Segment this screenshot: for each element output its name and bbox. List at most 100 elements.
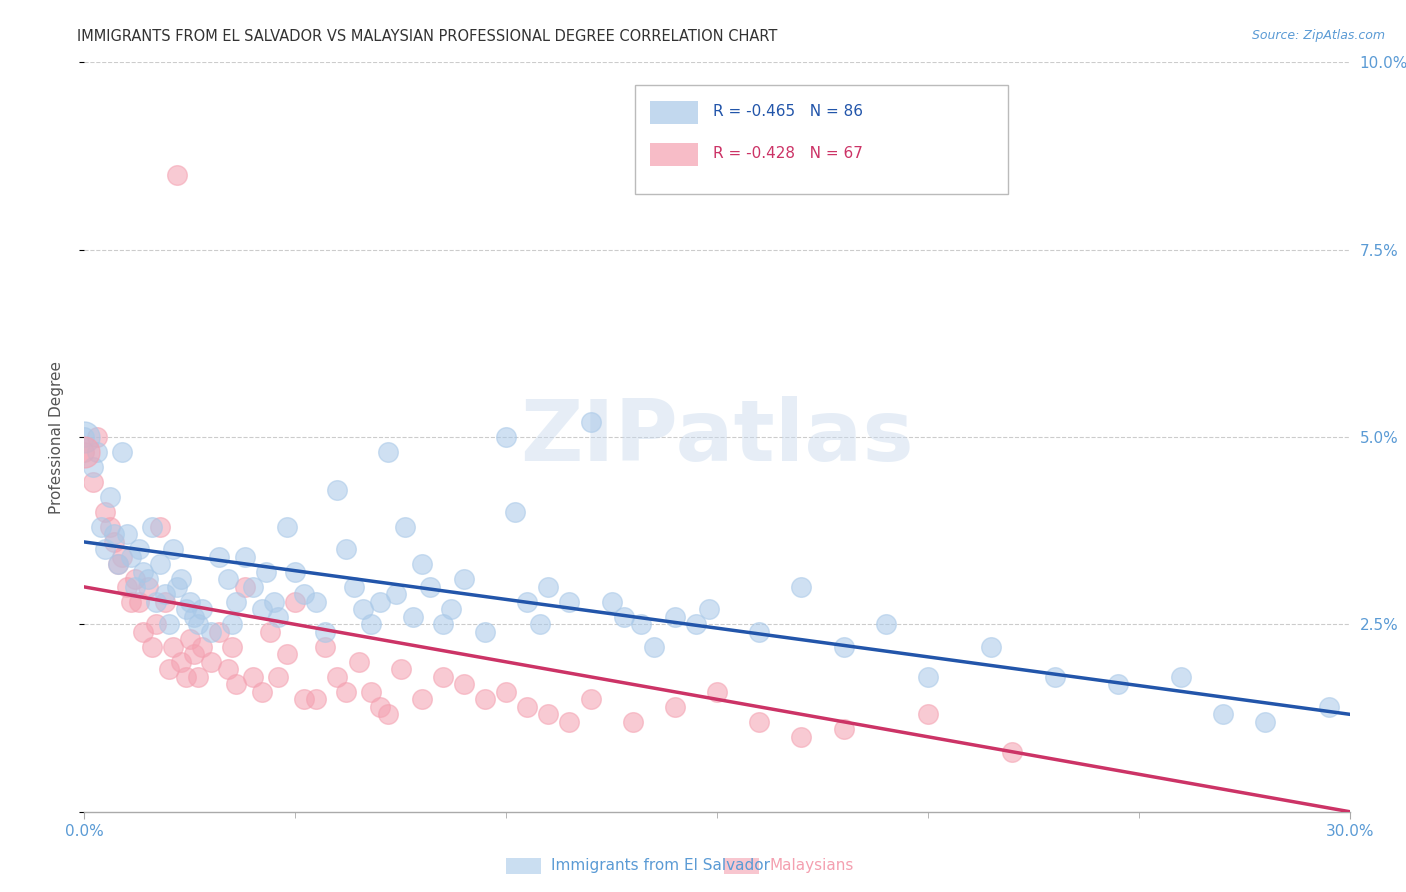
Point [242, 580, 264, 594]
Point [402, 610, 425, 624]
Point [136, 573, 159, 587]
Point [128, 542, 150, 557]
Point [124, 573, 146, 587]
Point [225, 595, 247, 609]
Point [162, 640, 184, 654]
Point [352, 602, 374, 616]
Point [516, 595, 538, 609]
Point [191, 602, 214, 616]
Point [174, 670, 197, 684]
Point [233, 549, 256, 564]
Point [221, 640, 243, 654]
Point [326, 670, 349, 684]
Point [790, 730, 813, 744]
Point [440, 602, 463, 616]
Point [600, 595, 623, 609]
Point [558, 595, 581, 609]
Point [432, 617, 454, 632]
Point [579, 692, 602, 706]
Point [1212, 707, 1234, 722]
Point [305, 595, 328, 609]
Point [643, 640, 665, 654]
Point [183, 648, 205, 662]
Point [217, 573, 239, 587]
Point [221, 617, 243, 632]
Point [82, 460, 104, 475]
Point [503, 505, 526, 519]
Point [157, 617, 180, 632]
Point [305, 692, 328, 706]
Point [170, 655, 193, 669]
Point [157, 662, 180, 676]
Point [217, 662, 239, 676]
Point [377, 445, 399, 459]
Point [1001, 745, 1024, 759]
Point [832, 640, 855, 654]
Point [149, 520, 172, 534]
Point [474, 692, 496, 706]
Point [250, 602, 273, 616]
Point [832, 723, 855, 737]
Point [621, 714, 644, 729]
Point [120, 549, 142, 564]
Point [267, 610, 290, 624]
Point [1317, 699, 1340, 714]
Point [314, 624, 336, 639]
Point [86, 445, 108, 459]
Point [259, 624, 281, 639]
FancyBboxPatch shape [636, 85, 1008, 194]
Point [335, 685, 357, 699]
Point [82, 475, 104, 489]
Text: IMMIGRANTS FROM EL SALVADOR VS MALAYSIAN PROFESSIONAL DEGREE CORRELATION CHART: IMMIGRANTS FROM EL SALVADOR VS MALAYSIAN… [77, 29, 778, 44]
Point [314, 640, 336, 654]
Point [174, 602, 197, 616]
Point [292, 692, 315, 706]
Point [748, 624, 770, 639]
Point [233, 580, 256, 594]
Point [98, 520, 121, 534]
Point [200, 655, 222, 669]
Point [141, 640, 163, 654]
Point [115, 527, 138, 541]
Point [748, 714, 770, 729]
Point [145, 617, 167, 632]
Point [453, 677, 475, 691]
Point [166, 580, 188, 594]
Point [529, 617, 551, 632]
Point [347, 655, 370, 669]
Point [292, 587, 315, 601]
Point [537, 707, 560, 722]
Point [153, 587, 176, 601]
Point [208, 549, 231, 564]
Point [419, 580, 441, 594]
Point [335, 542, 357, 557]
Point [200, 624, 222, 639]
Point [132, 624, 155, 639]
Point [284, 565, 307, 579]
Point [254, 565, 277, 579]
Point [432, 670, 454, 684]
Point [225, 677, 247, 691]
Point [343, 580, 366, 594]
Point [1043, 670, 1066, 684]
Point [917, 707, 939, 722]
Point [115, 580, 138, 594]
Point [73, 445, 96, 459]
Point [107, 558, 129, 572]
Point [103, 527, 125, 541]
Point [613, 610, 636, 624]
Y-axis label: Professional Degree: Professional Degree [49, 360, 63, 514]
Point [917, 670, 939, 684]
Point [453, 573, 475, 587]
Point [153, 595, 176, 609]
Point [183, 610, 205, 624]
Point [73, 430, 96, 444]
Point [558, 714, 581, 729]
Point [664, 699, 686, 714]
Point [474, 624, 496, 639]
Point [98, 490, 121, 504]
Point [179, 632, 201, 647]
Bar [650, 144, 699, 166]
Point [360, 617, 382, 632]
Point [73, 430, 96, 444]
